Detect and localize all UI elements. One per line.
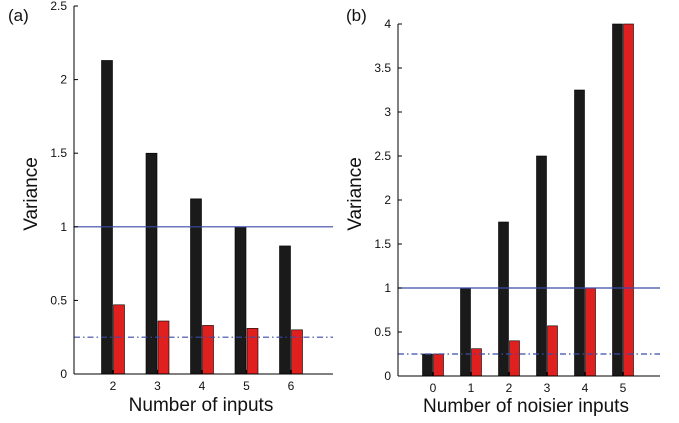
y-tick-label: 2 [60, 73, 67, 87]
bar-s0-4 [190, 198, 202, 375]
bar-s1-4 [585, 287, 596, 377]
bar-s1-3 [547, 325, 558, 377]
panel-a: 0 0.5 1 1.5 2 2.5 2 3 4 5 6 Number of inputs Varianc… [8, 0, 333, 416]
x-tick-label: 2 [506, 381, 513, 395]
bar-s0-3 [536, 155, 547, 377]
y-axis-label: Variance [345, 157, 366, 231]
bar-s1-5 [623, 23, 634, 377]
bar-s0-6 [279, 245, 291, 375]
x-axis-label: Number of noisier inputs [423, 396, 629, 417]
x-tick-label: 4 [199, 379, 206, 393]
y-tick-label: 1 [60, 220, 67, 234]
x-tick-label: 4 [582, 381, 589, 395]
x-tick-label: 2 [110, 379, 117, 393]
x-tick-label: 3 [544, 381, 551, 395]
x-tick-label: 5 [620, 381, 627, 395]
x-tick-label: 3 [154, 379, 161, 393]
y-tick-label: 3.5 [374, 61, 391, 75]
bar-s1-5 [246, 328, 259, 375]
y-tick-label: 4 [384, 17, 391, 31]
bar-s0-0 [422, 353, 433, 377]
y-tick-label: 0.5 [374, 325, 391, 339]
y-tick-label: 0 [60, 367, 67, 381]
x-tick-label: 6 [288, 379, 295, 393]
bar-s0-5 [234, 226, 247, 375]
x-tick-label: 5 [243, 379, 250, 393]
bar-s0-2 [101, 60, 113, 375]
x-tick-label: 0 [430, 381, 437, 395]
y-tick-label: 0 [384, 369, 391, 383]
y-tick-label: 2.5 [374, 149, 391, 163]
x-axis-label: Number of inputs [129, 395, 274, 416]
y-tick-label: 1 [384, 281, 391, 295]
bar-s0-3 [145, 152, 158, 375]
bar-s0-5 [612, 23, 623, 377]
y-tick-label: 2 [384, 193, 391, 207]
bar-s1-2 [113, 304, 125, 375]
bar-s1-0 [433, 353, 444, 377]
y-tick-label: 0.5 [50, 293, 67, 307]
panel-label: (b) [346, 6, 367, 25]
y-axis-label: Variance [21, 157, 42, 231]
bar-s1-4 [202, 325, 214, 375]
y-tick-label: 2.5 [50, 0, 67, 13]
x-tick-label: 1 [468, 381, 475, 395]
panel-label: (a) [8, 6, 29, 25]
bar-s0-1 [460, 287, 471, 377]
bar-s1-1 [471, 348, 482, 377]
bar-s1-2 [509, 340, 520, 377]
bar-s0-2 [498, 221, 509, 377]
y-tick-label: 1.5 [50, 146, 67, 160]
y-tick-label: 1.5 [374, 237, 391, 251]
bar-s0-4 [574, 89, 585, 377]
y-tick-label: 3 [384, 105, 391, 119]
bar-s1-3 [157, 320, 170, 375]
bar-s1-6 [291, 329, 303, 375]
